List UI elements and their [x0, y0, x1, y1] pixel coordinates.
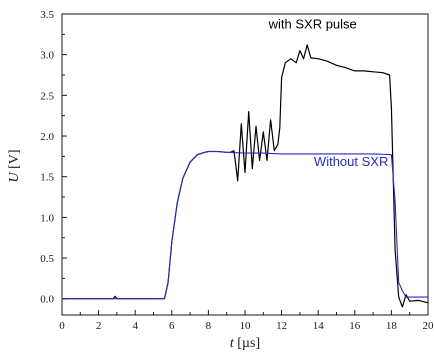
y-axis-ticks: 0.0 0.5 1.0 1.5 2.0 2.5 3.0 3.5 — [40, 9, 67, 306]
y-tick-label: 0.5 — [40, 253, 54, 265]
annotation-label: with SXR pulse — [268, 17, 357, 32]
y-tick-label: 2.0 — [40, 131, 54, 143]
annotation-label: Without SXR — [314, 154, 388, 169]
y-tick-label: 1.0 — [40, 212, 54, 224]
x-tick-label: 4 — [132, 320, 138, 332]
y-tick-label: 1.5 — [40, 172, 54, 184]
y-axis-label: U [V] — [7, 149, 22, 182]
x-tick-label: 12 — [276, 320, 287, 332]
series-layer — [62, 44, 429, 308]
x-tick-label: 16 — [349, 320, 361, 332]
x-tick-label: 8 — [206, 320, 212, 332]
series-line-with-sxr — [62, 44, 429, 308]
series-line-without-sxr — [62, 150, 428, 300]
x-tick-label: 2 — [96, 320, 102, 332]
x-tick-label: 20 — [423, 320, 434, 332]
y-tick-label: 2.5 — [40, 90, 54, 102]
x-tick-label: 6 — [169, 320, 175, 332]
x-axis-label: t [µs] — [230, 336, 260, 351]
x-axis-ticks: 0 2 4 6 8 10 12 14 16 18 20 — [59, 310, 434, 332]
x-tick-label: 10 — [240, 320, 252, 332]
y-tick-label: 3.5 — [40, 9, 54, 21]
x-tick-label: 14 — [313, 320, 325, 332]
y-tick-label: 3.0 — [40, 50, 54, 62]
x-tick-label: 0 — [59, 320, 65, 332]
x-tick-label: 18 — [386, 320, 398, 332]
annotations: with SXR pulse Without SXR — [268, 17, 389, 169]
y-tick-label: 0.0 — [40, 294, 54, 306]
